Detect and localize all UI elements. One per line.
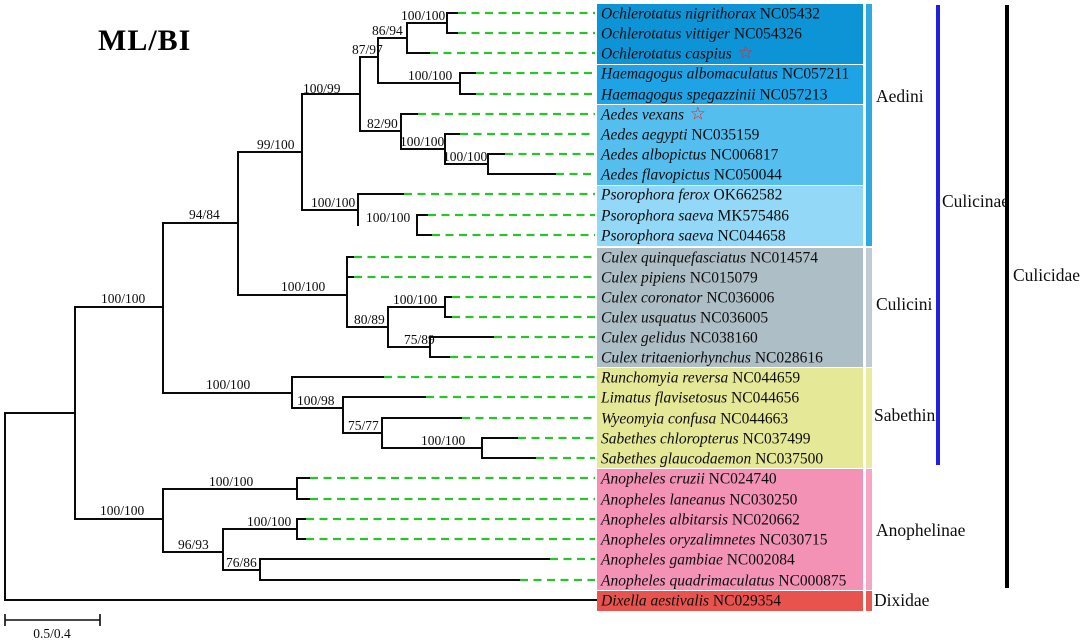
tribe-bar-culicini [866,248,872,367]
support-label: 86/94 [372,23,403,38]
method-title: ML/BI [98,24,192,57]
support-label: 100/100 [101,291,146,306]
support-label: 100/100 [206,377,251,392]
support-label: 100/100 [401,8,446,23]
taxon-label: Sabethes glaucodaemon NC037500 [601,451,823,468]
taxon-label: Aedes flavopictus NC050044 [600,167,782,184]
support-label: 100/99 [303,81,341,96]
taxon-label: Limatus flavisetosus NC044656 [600,390,799,407]
support-label: 75/77 [348,418,379,433]
tribe-label-anophelinae: Anophelinae [876,520,966,540]
support-label: 100/100 [281,279,326,294]
culex-block [597,248,863,367]
clade-label-culicinae: Culicinae [942,191,1009,211]
support-label: 75/89 [404,332,435,347]
taxon-label: Runchomyia reversa NC044659 [600,370,800,387]
support-label: 100/100 [421,433,466,448]
support-label: 94/84 [189,207,220,222]
taxon-label: Culex quinquefasciatus NC014574 [601,250,818,267]
taxon-label: Anopheles oryzalimnetes NC030715 [600,532,828,549]
taxon-label: Culex coronator NC036006 [601,290,775,307]
taxon-label: Anopheles cruzii NC024740 [600,471,777,488]
support-label: 87/97 [352,42,383,57]
tribe-label-sabethini: Sabethini [874,405,940,425]
tribe-label-dixidae: Dixidae [874,590,930,610]
aedes-block [597,105,863,185]
taxon-label: Haemagogus spegazzinii NC057213 [600,87,828,104]
support-label: 100/98 [297,393,335,408]
scale-bar-label: 0.5/0.4 [33,626,71,640]
taxon-label: Culex tritaeniorhynchus NC028616 [601,350,823,367]
ochlerotatus-block [597,4,863,64]
taxon-label: Culex gelidus NC038160 [601,330,758,347]
support-label: 100/100 [209,474,254,489]
taxon-label: Ochlerotatus vittiger NC054326 [601,26,802,43]
support-label: 96/93 [178,537,209,552]
support-label: 100/100 [400,134,445,149]
taxon-label: Psorophora saeva MK575486 [600,208,789,225]
support-label: 100/100 [366,210,411,225]
taxon-label: Aedes aegypti NC035159 [600,127,760,144]
taxon-label: Culex usquatus NC036005 [601,310,768,327]
support-label: 100/100 [393,292,438,307]
taxon-label: Psorophora saeva NC044658 [600,228,786,245]
support-label: 82/90 [367,116,398,131]
taxon-label: Aedes albopictus NC006817 [600,147,779,164]
taxon-label: Aedes vexans ☆ [600,104,706,125]
taxon-label: Psorophora ferox OK662582 [600,187,782,204]
support-label: 99/100 [257,137,295,152]
support-label: 100/100 [100,503,145,518]
taxon-label: Dixella aestivalis NC029354 [600,593,781,610]
dixidae-block [597,591,863,611]
support-label: 76/86 [226,555,257,570]
sabethini-block [597,368,863,468]
taxon-label: Wyeomyia confusa NC044663 [601,411,788,428]
taxon-label: Anopheles albitarsis NC020662 [600,512,800,529]
tribe-bar-aedini [866,4,872,246]
taxon-label: Anopheles quadrimaculatus NC000875 [600,573,847,590]
support-label: 100/100 [408,68,453,83]
support-label: 100/100 [311,195,356,210]
support-label: 100/100 [443,149,488,164]
support-label: 80/89 [354,312,385,327]
taxon-label: Culex pipiens NC015079 [601,270,758,287]
taxon-label: Haemagogus albomaculatus NC057211 [600,66,849,83]
psorophora-block [597,186,863,246]
taxon-label: Anopheles gambiae NC002084 [600,552,795,569]
tribe-label-aedini: Aedini [876,86,924,106]
haemagogus-block [597,65,863,104]
tribe-bar-anophelinae [866,469,872,590]
support-label: 100/100 [247,514,292,529]
taxon-label: Anopheles laneanus NC030250 [600,492,798,509]
clade-label-culicidae: Culicidae [1013,265,1080,285]
tribe-label-culicini: Culicini [876,294,933,314]
taxon-label: Ochlerotatus caspius ☆ [601,43,754,64]
taxon-label: Ochlerotatus nigrithorax NC05432 [601,6,820,23]
anopheles-block [597,469,863,590]
tribe-bar-sabethini [866,368,872,468]
tribe-bar-dixidae [866,591,872,611]
taxon-label: Sabethes chloropterus NC037499 [601,431,811,448]
